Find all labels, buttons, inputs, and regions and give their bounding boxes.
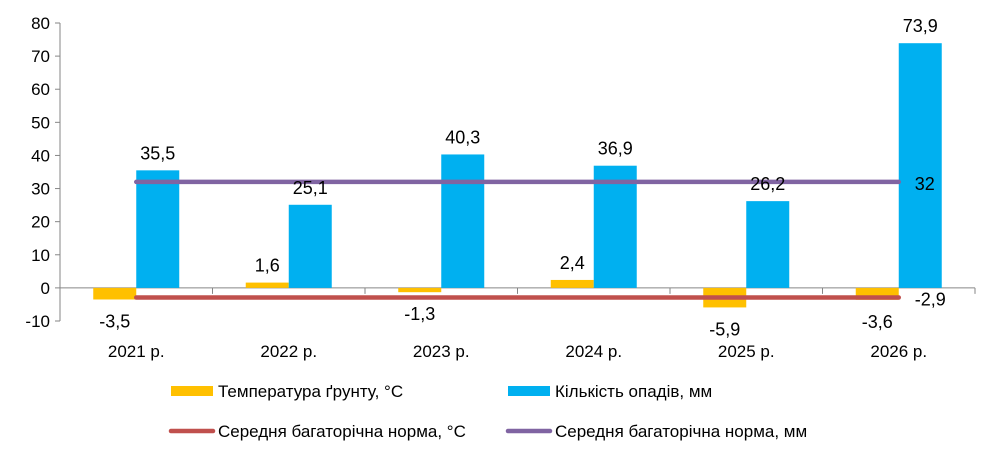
line-end-label: -2,9	[915, 289, 946, 309]
bar-soil-temperature	[245, 282, 289, 288]
data-label: 73,9	[903, 16, 938, 36]
bar-precipitation	[898, 43, 942, 288]
data-label: 25,1	[293, 178, 328, 198]
x-tick-label: 2022 р.	[260, 342, 317, 361]
data-label: 35,5	[140, 143, 175, 163]
y-tick-label: 30	[31, 180, 50, 199]
y-tick-label: 80	[31, 14, 50, 33]
legend-label: Температура ґрунту, °С	[218, 382, 403, 401]
x-tick-label: 2023 р.	[413, 342, 470, 361]
line-end-label: 32	[915, 174, 935, 194]
bar-soil-temperature	[93, 287, 137, 300]
y-tick-label: 10	[31, 246, 50, 265]
y-tick-label: 40	[31, 146, 50, 165]
bar-precipitation	[441, 154, 485, 288]
bar-precipitation	[288, 204, 332, 288]
data-label: -1,3	[404, 304, 435, 324]
chart-legend: Температура ґрунту, °С Кількість опадів, …	[168, 382, 807, 441]
data-label: -5,9	[709, 319, 740, 339]
data-label: 26,2	[750, 174, 785, 194]
legend-swatch	[508, 386, 550, 396]
bar-soil-temperature	[550, 279, 594, 288]
x-tick-label: 2024 р.	[565, 342, 622, 361]
data-label: -3,6	[862, 312, 893, 332]
y-tick-label: 70	[31, 47, 50, 66]
y-tick-label: 50	[31, 113, 50, 132]
bar-soil-temperature	[398, 287, 442, 293]
bar-precipitation	[746, 201, 790, 288]
y-tick-label: -10	[25, 312, 50, 331]
legend-swatch	[171, 386, 213, 396]
chart-bars	[93, 43, 942, 308]
legend-label: Кількість опадів, мм	[555, 382, 712, 401]
x-tick-label: 2021 р.	[108, 342, 165, 361]
bar-precipitation	[593, 165, 637, 288]
x-tick-label: 2026 р.	[870, 342, 927, 361]
chart-axes: -10 0 10 20 30 40 50 60 70 80 2021 р. 2022 р. 2023 р…	[25, 14, 976, 361]
data-label: 40,3	[445, 127, 480, 147]
data-label: -3,5	[99, 311, 130, 331]
y-tick-label: 20	[31, 213, 50, 232]
chart-lines	[134, 179, 901, 300]
y-tick-label: 0	[41, 279, 50, 298]
legend-label: Середня багаторічна норма, мм	[555, 422, 807, 441]
bar-precipitation	[136, 170, 180, 288]
data-label: 2,4	[560, 253, 585, 273]
x-tick-label: 2025 р.	[718, 342, 775, 361]
legend-label: Середня багаторічна норма, °С	[218, 422, 466, 441]
bar-soil-temperature	[855, 287, 899, 300]
data-label: 36,9	[598, 139, 633, 159]
y-tick-label: 60	[31, 80, 50, 99]
chart-data-labels: -3,5 1,6 -1,3 2,4 -5,9 -3,6 35,5 25,1 40,3 36,9 26…	[99, 16, 946, 339]
data-label: 1,6	[255, 256, 280, 276]
